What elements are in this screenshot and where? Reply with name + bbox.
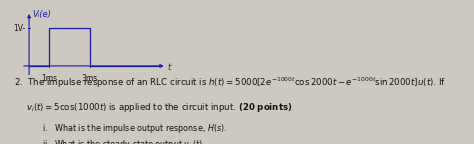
Text: ii.  What is the steady-state output $v_o(t)$.: ii. What is the steady-state output $v_o…: [42, 138, 205, 144]
Text: 3ms: 3ms: [82, 74, 98, 83]
Text: $v_i(t) = 5\cos(1000t)$ is applied to the circuit input. $\bf{(20\ points)}$: $v_i(t) = 5\cos(1000t)$ is applied to th…: [26, 101, 292, 114]
Text: 2.  The impulse response of an RLC circuit is $h(t) = 5000[2e^{-1000t}\cos 2000t: 2. The impulse response of an RLC circui…: [14, 76, 446, 90]
Text: Vᵢ(е): Vᵢ(е): [32, 10, 51, 19]
Text: 1ms: 1ms: [41, 74, 57, 83]
Text: i.   What is the impulse output response, $H(s)$.: i. What is the impulse output response, …: [42, 122, 227, 135]
Text: t: t: [168, 63, 171, 72]
Text: 1V-: 1V-: [13, 23, 26, 33]
